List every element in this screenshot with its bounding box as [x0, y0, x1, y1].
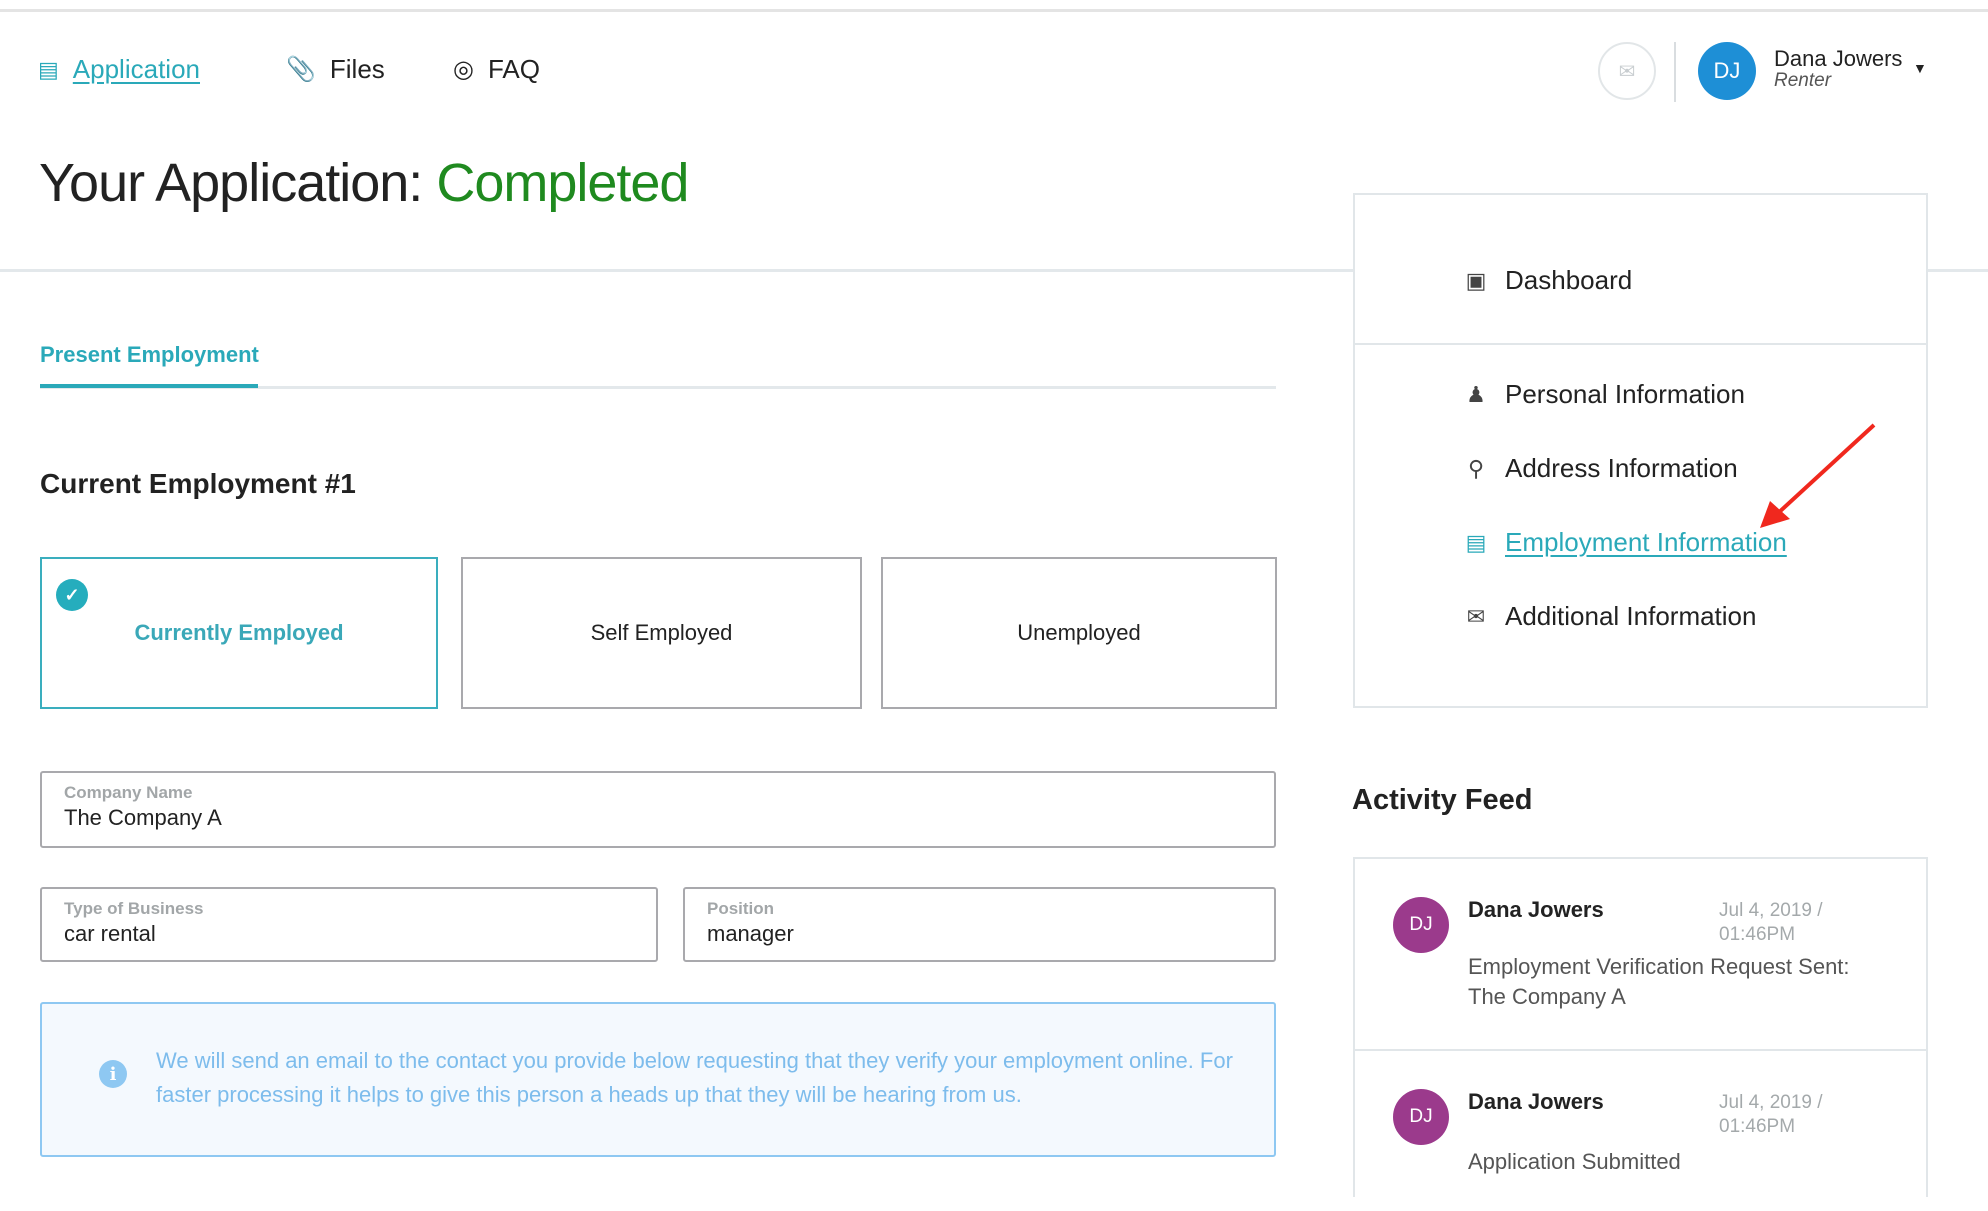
header-divider — [1674, 42, 1676, 102]
feed-item: DJ Dana Jowers Jul 4, 2019 /01:46PM Appl… — [1355, 1051, 1926, 1211]
section-title: Current Employment #1 — [40, 468, 356, 499]
person-icon: ♟ — [1466, 381, 1486, 407]
sidebar-divider — [1355, 343, 1926, 345]
feed-author: Dana Jowers — [1468, 897, 1604, 922]
option-label: Unemployed — [1017, 620, 1141, 645]
feed-timestamp: Jul 4, 2019 /01:46PM — [1719, 900, 1823, 945]
page-title: Your Application: Completed — [39, 152, 689, 214]
sidebar-label: Additional Information — [1505, 601, 1757, 631]
feed-timestamp: Jul 4, 2019 /01:46PM — [1719, 1092, 1823, 1137]
title-prefix: Your Application: — [39, 153, 423, 213]
tab-present-employment[interactable]: Present Employment — [40, 342, 259, 367]
caret-down-icon[interactable]: ▼ — [1913, 60, 1927, 76]
mail-icon: ✉ — [1618, 60, 1636, 83]
arrow-head — [1760, 501, 1790, 528]
info-text: We will send an email to the contact you… — [156, 1048, 1233, 1107]
feed-message: Employment Verification Request Sent: Th… — [1468, 954, 1850, 1009]
tab-bar-line — [40, 386, 1276, 389]
sidebar-item-additional-information[interactable]: ✉ Additional Information — [1463, 601, 1757, 632]
option-unemployed[interactable]: Unemployed — [881, 557, 1277, 709]
top-border — [0, 0, 1988, 12]
nav-faq[interactable]: ◎ FAQ — [453, 54, 540, 84]
type-of-business-field[interactable]: Type of Business — [40, 887, 658, 962]
document-icon: ▤ — [38, 56, 59, 82]
messages-button[interactable]: ✉ — [1598, 42, 1656, 100]
paperclip-icon: 📎 — [286, 56, 316, 83]
nav-files[interactable]: 📎 Files — [286, 54, 385, 84]
option-currently-employed[interactable]: ✓ Currently Employed — [40, 557, 438, 709]
inbox-icon: ▣ — [1465, 267, 1487, 293]
sidebar-item-personal-information[interactable]: ♟ Personal Information — [1463, 379, 1745, 410]
sidebar-label: Dashboard — [1505, 265, 1633, 295]
activity-feed-title: Activity Feed — [1352, 784, 1533, 816]
feed-item: DJ Dana Jowers Jul 4, 2019 /01:46PM Empl… — [1355, 859, 1926, 1051]
feed-message: Application Submitted — [1468, 1149, 1681, 1174]
sidebar-label: Employment Information — [1505, 527, 1787, 557]
option-label: Self Employed — [590, 620, 733, 645]
company-name-field[interactable]: Company Name — [40, 771, 1276, 848]
option-label: Currently Employed — [134, 620, 344, 645]
lifebuoy-icon: ◎ — [453, 56, 474, 83]
sidebar-item-employment-information[interactable]: ▤ Employment Information — [1463, 527, 1787, 558]
company-name-label: Company Name — [64, 783, 193, 802]
arrow-shaft — [1774, 423, 1876, 517]
type-of-business-input[interactable] — [64, 921, 634, 947]
user-role: Renter — [1774, 70, 1832, 91]
company-name-input[interactable] — [64, 805, 1252, 831]
clipboard-icon: ▤ — [1465, 529, 1487, 555]
feed-author: Dana Jowers — [1468, 1089, 1604, 1114]
sidebar-item-address-information[interactable]: ⚲ Address Information — [1463, 453, 1738, 484]
position-input[interactable] — [707, 921, 1252, 947]
header-divider-line — [0, 269, 1988, 272]
option-self-employed[interactable]: Self Employed — [461, 557, 862, 709]
sidebar-item-dashboard[interactable]: ▣ Dashboard — [1463, 265, 1633, 296]
type-of-business-label: Type of Business — [64, 899, 204, 918]
position-field[interactable]: Position — [683, 887, 1276, 962]
info-box: i We will send an email to the contact y… — [40, 1002, 1276, 1157]
nav-application[interactable]: ▤ Application — [38, 54, 200, 84]
tab-active-indicator — [40, 384, 258, 388]
position-label: Position — [707, 899, 775, 918]
user-menu[interactable]: Dana Jowers Renter — [1774, 46, 1902, 92]
sidebar-nav: ▣ Dashboard ♟ Personal Information ⚲ Add… — [1353, 193, 1928, 708]
annotation-arrow — [1760, 423, 1876, 528]
user-avatar[interactable]: DJ — [1698, 42, 1756, 100]
activity-feed: DJ Dana Jowers Jul 4, 2019 /01:46PM Empl… — [1353, 857, 1928, 1197]
info-icon: i — [99, 1060, 127, 1088]
sidebar-label: Address Information — [1505, 453, 1738, 483]
user-name: Dana Jowers — [1774, 46, 1903, 71]
feed-avatar: DJ — [1393, 897, 1449, 953]
envelope-open-icon: ✉ — [1466, 603, 1486, 629]
feed-avatar: DJ — [1393, 1089, 1449, 1145]
application-status: Completed — [436, 153, 689, 213]
sidebar-label: Personal Information — [1505, 379, 1745, 409]
checkmark-icon: ✓ — [56, 579, 88, 611]
key-icon: ⚲ — [1467, 455, 1485, 481]
